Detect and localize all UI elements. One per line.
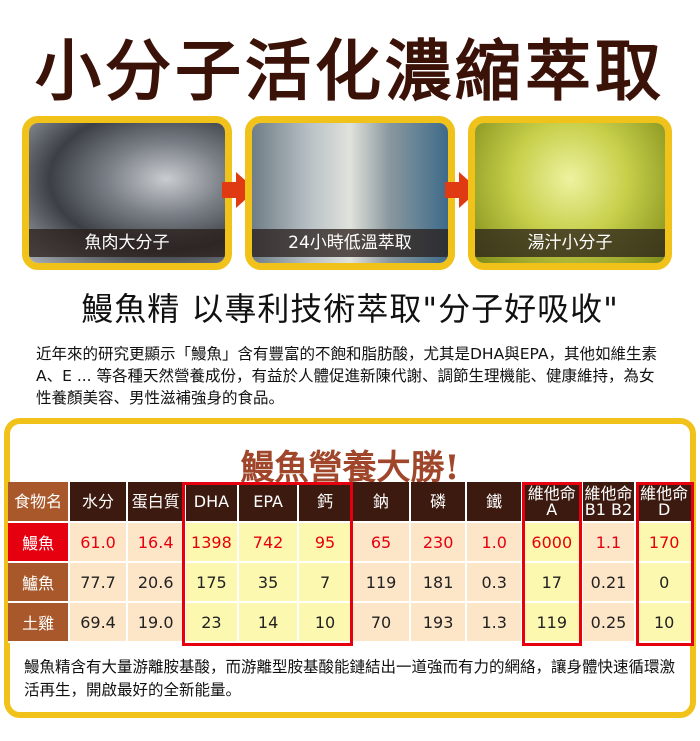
nutrition-table: 食物名 水分 蛋白質 DHA EPA 鈣鈉磷鐵維他命 A 維他命 B1 B2 維他命 D 鰻魚…: [8, 482, 694, 643]
table-cell: 61.0: [69, 522, 128, 563]
step-extraction: 24小時低溫萃取: [245, 116, 455, 270]
nutrition-section: 鰻魚營養大勝! 食物名 水分 蛋白質 DHA EPA 鈣鈉磷鐵維他命 A 維他命 B1 B2…: [4, 418, 696, 718]
subtitle: 鰻魚精 以專利技術萃取"分子好吸收": [81, 290, 619, 328]
table-cell: 181: [409, 562, 468, 603]
food-name-cell: 鰻魚: [8, 522, 71, 563]
table-cell: 1398: [184, 522, 240, 563]
table-cell: 1.3: [466, 602, 523, 643]
column-header: DHA: [184, 482, 240, 523]
table-cell: 95: [297, 522, 354, 563]
table-cell: 0.25: [581, 602, 637, 643]
column-header: 鈉: [352, 482, 411, 523]
table-cell: 10: [635, 602, 694, 643]
column-header: 食物名: [8, 482, 71, 523]
table-cell: 742: [238, 522, 299, 563]
step-caption: 魚肉大分子: [29, 229, 225, 257]
column-header: 水分: [69, 482, 128, 523]
table-cell: 17: [521, 562, 583, 603]
table-cell: 70: [352, 602, 411, 643]
table-cell: 0.21: [581, 562, 637, 603]
column-header: 磷: [409, 482, 468, 523]
table-cell: 1.1: [581, 522, 637, 563]
table-cell: 0: [635, 562, 694, 603]
step-caption: 湯汁小分子: [475, 229, 665, 257]
column-header: 維他命 A: [521, 482, 583, 523]
table-cell: 193: [409, 602, 468, 643]
table-cell: 6000: [521, 522, 583, 563]
column-header: 蛋白質: [126, 482, 186, 523]
table-cell: 230: [409, 522, 468, 563]
column-header: 鐵: [466, 482, 523, 523]
column-header: 維他命 B1 B2: [581, 482, 637, 523]
table-row: 土雞 69.4 19.0 23 14 10 70 193 1.3 119 0.25 10: [8, 602, 694, 643]
food-name-cell: 鱸魚: [8, 562, 71, 603]
table-cell: 69.4: [69, 602, 128, 643]
footer-text: 鰻魚精含有大量游離胺基酸，而游離型胺基酸能鏈結出一道強而有力的網絡，讓身體快速循…: [24, 658, 676, 699]
table-cell: 170: [635, 522, 694, 563]
step-fish-molecule: 魚肉大分子: [22, 116, 232, 270]
table-cell: 77.7: [69, 562, 128, 603]
table-cell: 35: [238, 562, 299, 603]
table-cell: 119: [352, 562, 411, 603]
food-name-cell: 土雞: [8, 602, 71, 643]
table-row: 鰻魚 61.0 16.4 1398 742 95 65 230 1.0 6000 1.1 170: [8, 522, 694, 563]
table-cell: 20.6: [126, 562, 186, 603]
step-soup-molecule: 湯汁小分子: [468, 116, 672, 270]
table-cell: 14: [238, 602, 299, 643]
table-cell: 175: [184, 562, 240, 603]
table-cell: 16.4: [126, 522, 186, 563]
table-cell: 65: [352, 522, 411, 563]
table-cell: 1.0: [466, 522, 523, 563]
column-header: EPA: [238, 482, 299, 523]
step-caption: 24小時低溫萃取: [252, 229, 448, 257]
table-cell: 23: [184, 602, 240, 643]
intro-paragraph: 近年來的研究更顯示「鰻魚」含有豐富的不飽和脂肪酸，尤其是DHA與EPA，其他如維…: [36, 345, 657, 407]
column-header: 維他命 D: [635, 482, 694, 523]
page-title: 小分子活化濃縮萃取: [35, 33, 665, 110]
table-cell: 119: [521, 602, 583, 643]
table-cell: 7: [297, 562, 354, 603]
table-row: 鱸魚 77.7 20.6 175 35 7 119 181 0.3 17 0.21 0: [8, 562, 694, 603]
column-header: 鈣: [297, 482, 354, 523]
table-cell: 0.3: [466, 562, 523, 603]
section-heading: 鰻魚營養大勝!: [240, 448, 460, 488]
table-cell: 10: [297, 602, 354, 643]
table-cell: 19.0: [126, 602, 186, 643]
